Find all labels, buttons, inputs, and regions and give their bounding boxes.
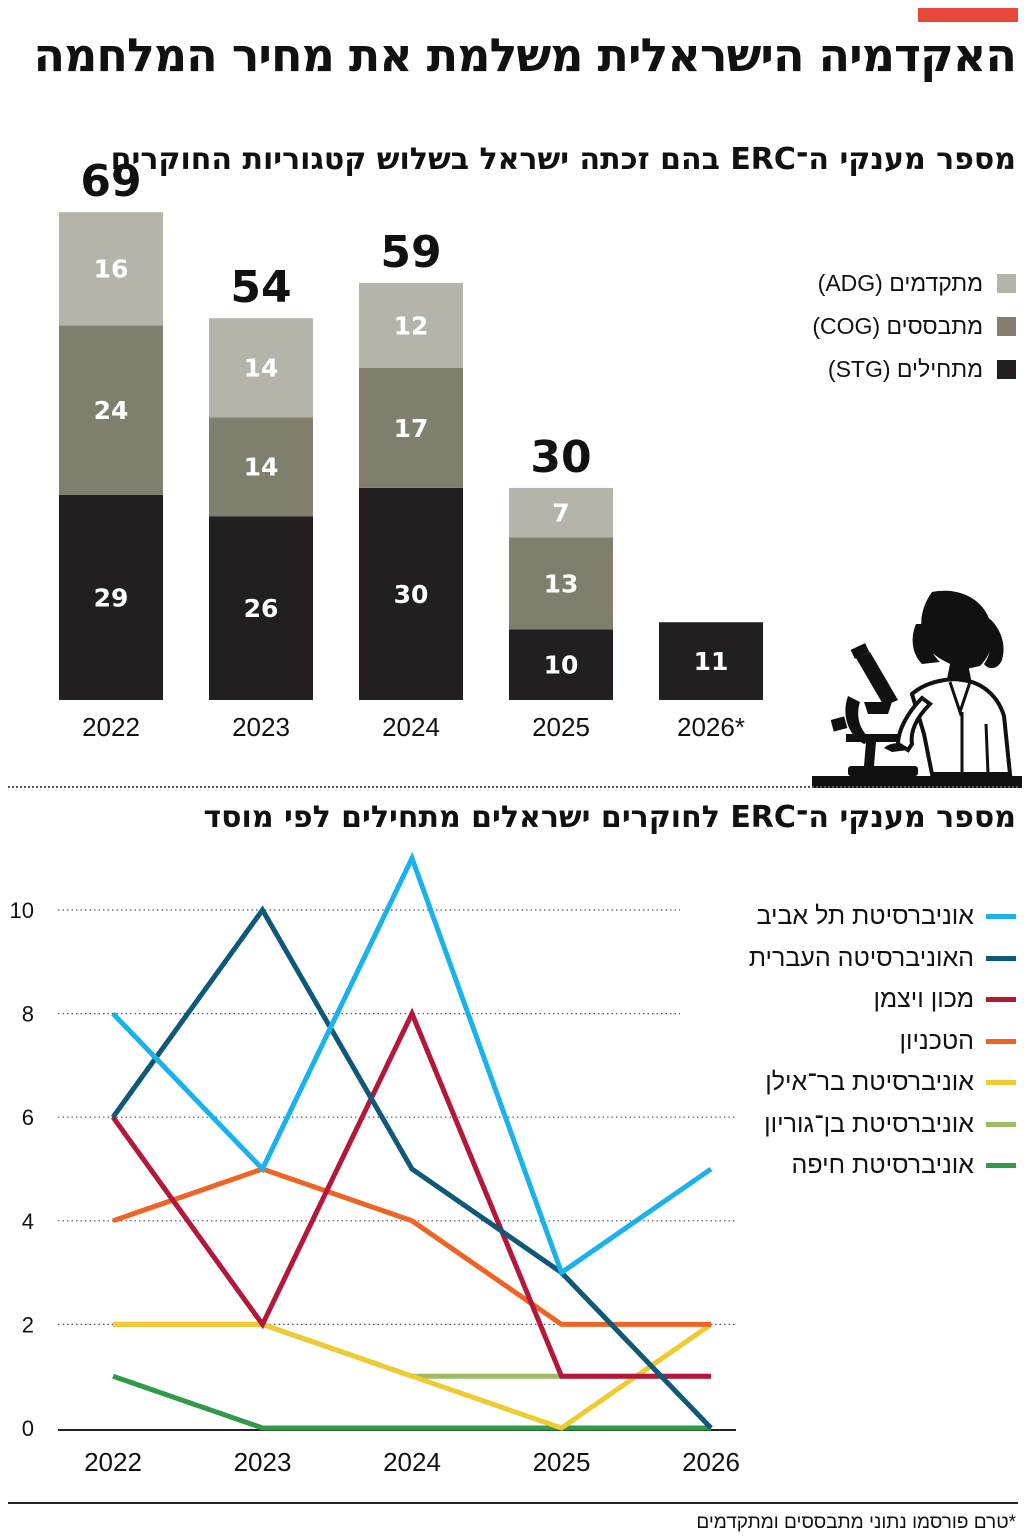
series-line: [110, 905, 713, 1430]
bar-segment: [209, 318, 313, 418]
legend-swatch: [997, 274, 1016, 293]
section-divider: [8, 786, 1018, 788]
legend-item: מתבססים (COG): [812, 305, 1016, 348]
scientist-with-microscope-icon: [812, 590, 1022, 788]
legend-swatch: [986, 1038, 1016, 1044]
bar-segment-value: 7: [552, 499, 569, 528]
bar-segment-value: 26: [244, 594, 279, 623]
footer-divider: [8, 1502, 1018, 1504]
legend-label: מתחילים (STG): [827, 356, 983, 382]
bar-segment: [59, 212, 163, 326]
bar-segment-value: 16: [94, 255, 129, 284]
bar-segment-value: 10: [544, 651, 579, 680]
x-tick-label: 2023: [232, 712, 290, 742]
y-tick-label: 2: [22, 1312, 34, 1337]
x-tick-label: 2022: [82, 712, 140, 742]
bar-segment-value: 12: [394, 311, 429, 340]
x-tick-label: 2024: [382, 712, 440, 742]
bar-total-label: 30: [530, 432, 591, 483]
x-tick-label: 2026*: [677, 712, 745, 742]
bar-segment-value: 13: [544, 569, 579, 598]
legend-item: האוניברסיטה העברית: [749, 938, 1016, 980]
accent-bar: [918, 8, 1018, 22]
legend-item: מכון ויצמן: [749, 979, 1016, 1021]
legend-item: מתחילים (STG): [812, 348, 1016, 391]
legend-item: אוניברסיטת בר־אילן: [749, 1062, 1016, 1104]
y-tick-label: 8: [22, 1002, 34, 1027]
bar-segment-value: 24: [94, 396, 129, 425]
legend-swatch: [986, 1080, 1016, 1086]
legend-swatch: [997, 360, 1016, 379]
legend-swatch: [986, 1121, 1016, 1127]
stacked-bar-chart: 29 24 16 69 2022 26 14 14 54 2023 30 17 12 59 2024 10 13…: [59, 156, 763, 742]
legend-item: מתקדמים (ADG): [812, 262, 1016, 305]
x-tick-label: 2024: [383, 1447, 441, 1477]
legend-label: אוניברסיטת בן־גוריון: [764, 1109, 974, 1138]
legend-item: אוניברסיטת תל אביב: [749, 896, 1016, 938]
bar-total-label: 69: [80, 156, 141, 207]
legend-label: מתקדמים (ADG): [817, 270, 983, 296]
line-chart: 0 2 4 6 8 10 2022 2023 2024 2025 2026: [10, 851, 740, 1477]
bar-segment: [509, 487, 613, 538]
legend-swatch: [986, 914, 1016, 920]
series-line: [110, 1007, 711, 1379]
legend-label: מכון ויצמן: [873, 985, 974, 1014]
bar-chart-legend: מתקדמים (ADG) מתבססים (COG) מתחילים (STG): [812, 262, 1016, 391]
line-chart-title: מספר מענקי ה־ERC לחוקרים ישראלים מתחילים…: [203, 800, 1016, 835]
x-tick-label: 2025: [532, 712, 590, 742]
x-tick-label: 2025: [533, 1447, 591, 1477]
y-tick-label: 6: [22, 1105, 34, 1130]
bar-chart-title: מספר מענקי ה־ERC בהם זכתה ישראל בשלוש קט…: [110, 142, 1016, 177]
series-line: [112, 1373, 711, 1431]
legend-swatch: [986, 1163, 1016, 1169]
y-tick-label: 0: [22, 1416, 34, 1441]
legend-swatch: [986, 997, 1016, 1003]
series-line: [113, 1321, 713, 1431]
legend-label: הטכניון: [899, 1026, 975, 1055]
legend-item: הטכניון: [749, 1021, 1016, 1063]
bar-segment: [59, 325, 163, 495]
footnote: *טרם פורסמו נתוני מתבססים ומתקדמים: [696, 1512, 1016, 1533]
bar-segment-value: 14: [244, 354, 279, 383]
legend-label: האוניברסיטה העברית: [748, 943, 974, 972]
bar-segment-value: 30: [394, 580, 429, 609]
bar-segment-value: 14: [244, 453, 279, 482]
bar-segment: [509, 629, 613, 700]
x-tick-label: 2023: [234, 1447, 292, 1477]
y-tick-label: 4: [22, 1209, 34, 1234]
bar-segment: [359, 487, 463, 700]
bar-segment-value: 11: [694, 647, 729, 676]
bar-total-label: 59: [380, 227, 441, 278]
series-line: [111, 851, 713, 1277]
bar-segment: [359, 367, 463, 488]
bar-segment: [659, 622, 763, 700]
legend-item: אוניברסיטת חיפה: [749, 1145, 1016, 1187]
bar-segment-value: 29: [94, 583, 129, 612]
legend-label: אוניברסיטת בר־אילן: [765, 1068, 974, 1097]
bar-segment: [59, 494, 163, 700]
line-chart-legend: אוניברסיטת תל אביב האוניברסיטה העברית מכון…: [749, 896, 1016, 1187]
x-tick-label: 2026: [682, 1447, 740, 1477]
bar-segment-value: 17: [394, 414, 429, 443]
bar-total-label: 54: [230, 262, 291, 313]
bar-segment: [209, 417, 313, 517]
x-tick-label: 2022: [84, 1447, 142, 1477]
bar-segment: [209, 516, 313, 700]
legend-swatch: [997, 317, 1016, 336]
legend-item: אוניברסיטת בן־גוריון: [749, 1104, 1016, 1146]
legend-label: אוניברסיטת חיפה: [791, 1151, 974, 1180]
page-title: האקדמיה הישראלית משלמת את מחיר המלחמה: [33, 28, 1017, 82]
bar-segment: [509, 537, 613, 630]
y-tick-label: 10: [10, 898, 34, 923]
legend-label: מתבססים (COG): [812, 313, 983, 339]
bar-segment: [359, 282, 463, 368]
legend-swatch: [986, 955, 1016, 961]
series-line: [112, 1166, 711, 1327]
legend-label: אוניברסיטת תל אביב: [756, 902, 974, 931]
